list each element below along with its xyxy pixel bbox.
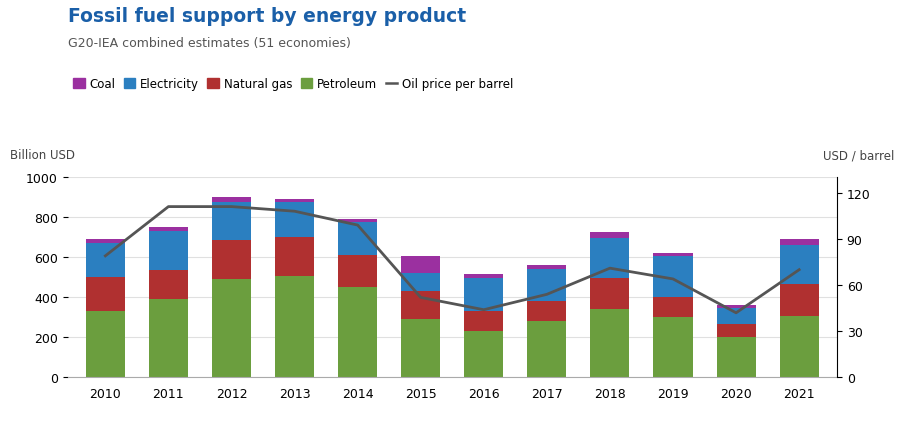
- Bar: [653, 298, 693, 318]
- Bar: [653, 318, 693, 378]
- Bar: [590, 239, 629, 279]
- Bar: [590, 310, 629, 378]
- Bar: [212, 203, 251, 241]
- Bar: [148, 228, 188, 232]
- Text: Billion USD: Billion USD: [10, 149, 75, 162]
- Bar: [338, 223, 377, 256]
- Bar: [86, 240, 125, 244]
- Bar: [275, 238, 314, 277]
- Bar: [464, 275, 503, 279]
- Bar: [464, 279, 503, 312]
- Bar: [590, 279, 629, 310]
- Bar: [401, 274, 440, 292]
- Bar: [779, 240, 819, 246]
- Text: G20-IEA combined estimates (51 economies): G20-IEA combined estimates (51 economies…: [68, 37, 350, 50]
- Bar: [148, 300, 188, 378]
- Bar: [779, 246, 819, 285]
- Bar: [464, 312, 503, 332]
- Bar: [653, 257, 693, 298]
- Bar: [590, 233, 629, 239]
- Bar: [212, 280, 251, 378]
- Bar: [401, 292, 440, 320]
- Bar: [275, 200, 314, 203]
- Bar: [653, 254, 693, 257]
- Bar: [212, 198, 251, 203]
- Bar: [527, 302, 566, 322]
- Bar: [86, 244, 125, 278]
- Bar: [527, 322, 566, 378]
- Text: Fossil fuel support by energy product: Fossil fuel support by energy product: [68, 7, 465, 26]
- Bar: [401, 257, 440, 274]
- Bar: [148, 232, 188, 271]
- Bar: [148, 271, 188, 300]
- Bar: [779, 285, 819, 317]
- Bar: [86, 278, 125, 312]
- Legend: Coal, Electricity, Natural gas, Petroleum, Oil price per barrel: Coal, Electricity, Natural gas, Petroleu…: [68, 73, 518, 95]
- Bar: [212, 241, 251, 280]
- Bar: [527, 270, 566, 302]
- Bar: [716, 309, 756, 325]
- Bar: [527, 266, 566, 270]
- Bar: [338, 256, 377, 288]
- Bar: [716, 325, 756, 338]
- Bar: [338, 220, 377, 223]
- Bar: [779, 317, 819, 378]
- Bar: [716, 338, 756, 378]
- Bar: [275, 203, 314, 238]
- Text: USD / barrel: USD / barrel: [824, 149, 895, 162]
- Bar: [401, 320, 440, 378]
- Bar: [464, 332, 503, 378]
- Bar: [86, 312, 125, 378]
- Bar: [338, 288, 377, 378]
- Bar: [716, 306, 756, 309]
- Bar: [275, 277, 314, 378]
